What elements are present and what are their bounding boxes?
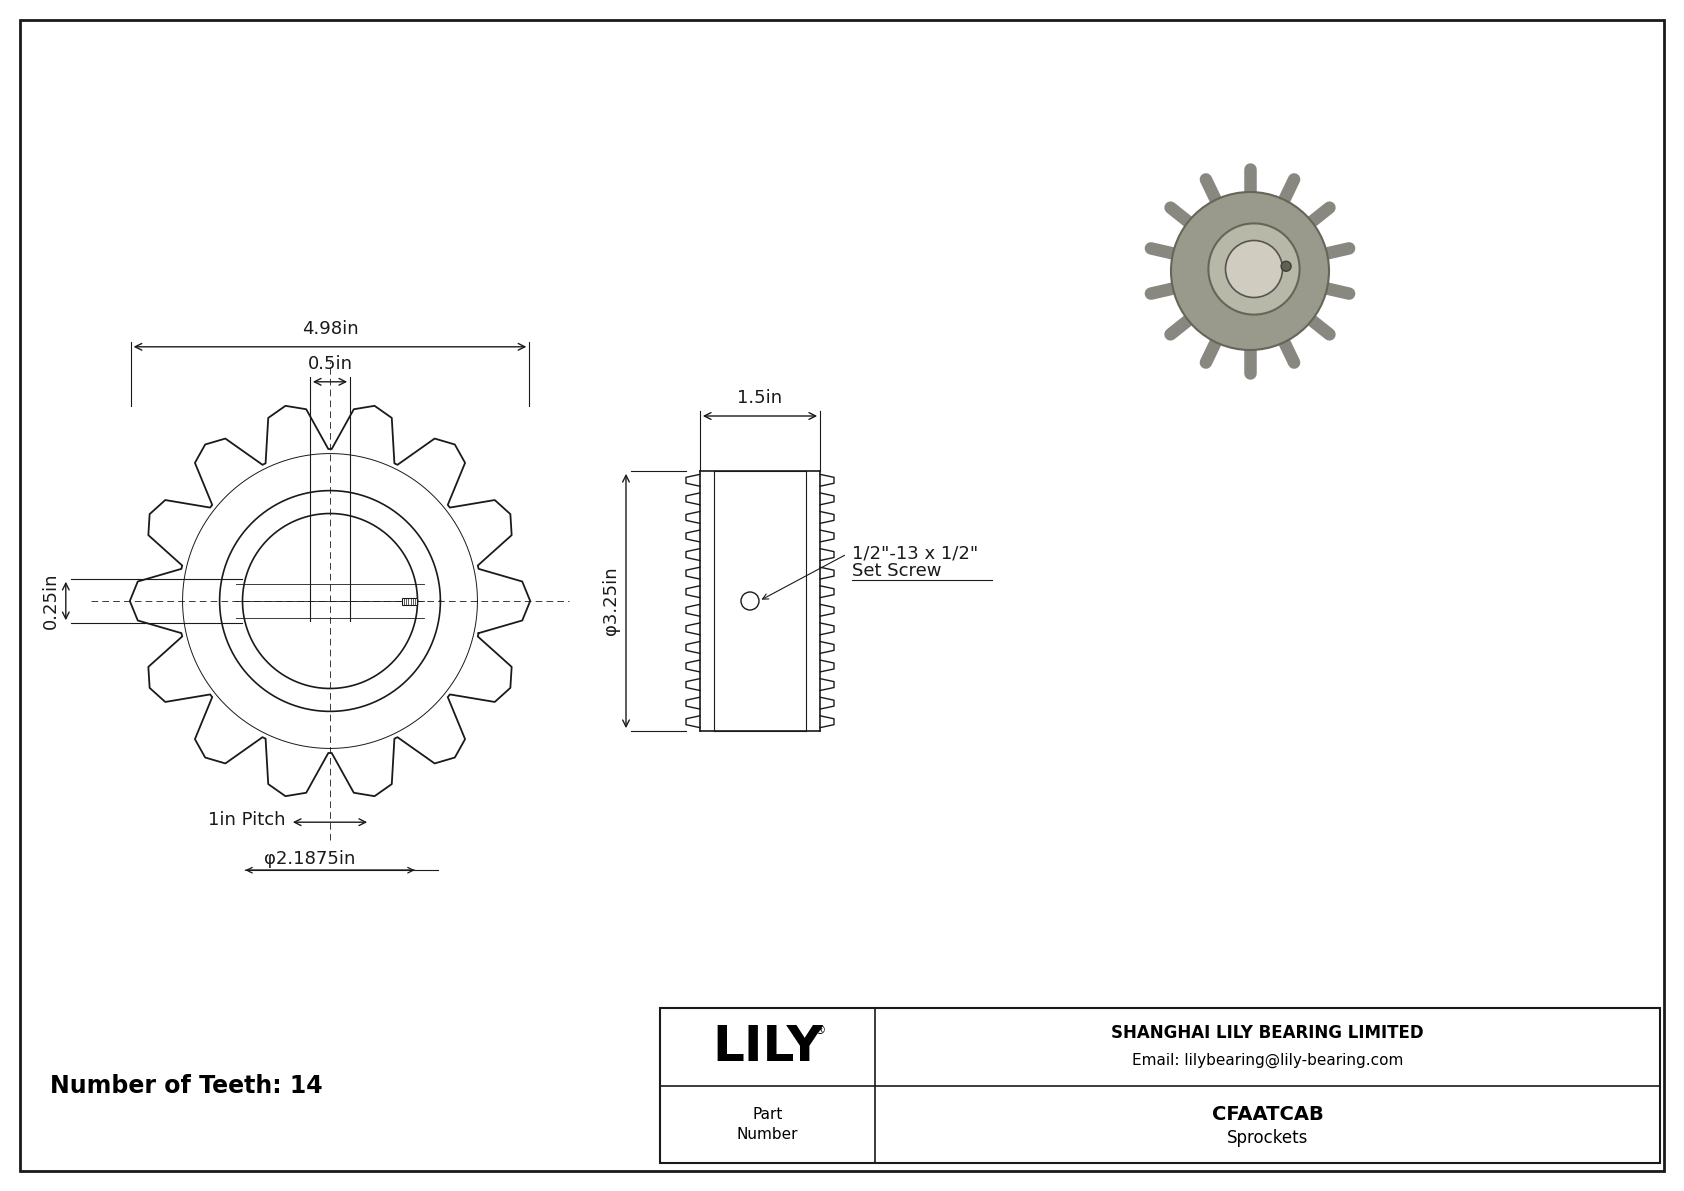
Bar bbox=[660, 1008, 1660, 1162]
Text: 1/2"-13 x 1/2": 1/2"-13 x 1/2" bbox=[852, 544, 978, 562]
Circle shape bbox=[1282, 261, 1292, 272]
Text: SHANGHAI LILY BEARING LIMITED: SHANGHAI LILY BEARING LIMITED bbox=[1111, 1024, 1423, 1042]
Text: Sprockets: Sprockets bbox=[1228, 1129, 1308, 1147]
Circle shape bbox=[1209, 224, 1300, 314]
Text: φ2.1875in: φ2.1875in bbox=[264, 850, 355, 868]
Text: 0.5in: 0.5in bbox=[308, 355, 352, 373]
Text: CFAATCAB: CFAATCAB bbox=[1211, 1105, 1324, 1124]
Text: LILY: LILY bbox=[712, 1023, 823, 1071]
Text: Email: lilybearing@lily-bearing.com: Email: lilybearing@lily-bearing.com bbox=[1132, 1053, 1403, 1068]
Bar bbox=[402, 598, 418, 605]
Text: φ3.25in: φ3.25in bbox=[601, 567, 620, 635]
Circle shape bbox=[1226, 241, 1283, 298]
Text: 0.25in: 0.25in bbox=[42, 573, 61, 629]
Text: Part
Number: Part Number bbox=[738, 1106, 798, 1142]
Text: ®: ® bbox=[813, 1024, 825, 1037]
Text: Set Screw: Set Screw bbox=[852, 562, 941, 580]
Text: 1.5in: 1.5in bbox=[738, 389, 783, 407]
Text: Number of Teeth: 14: Number of Teeth: 14 bbox=[51, 1074, 323, 1098]
Circle shape bbox=[1170, 192, 1329, 350]
Text: 1in Pitch: 1in Pitch bbox=[207, 811, 285, 829]
Text: 4.98in: 4.98in bbox=[301, 320, 359, 338]
